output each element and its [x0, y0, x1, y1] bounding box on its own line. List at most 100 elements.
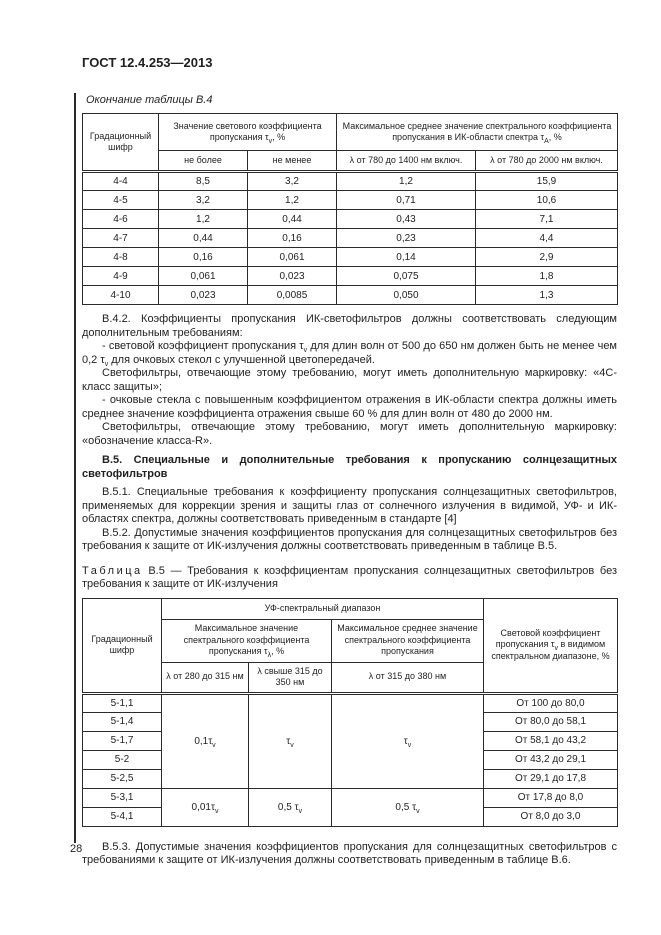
- standard-number: ГОСТ 12.4.253—2013: [82, 55, 213, 70]
- table-cell-merged: τv: [331, 691, 484, 789]
- b4-col-grade-code: Градационный шифр: [82, 113, 159, 172]
- b5-col-max-spectral: Максимальное значение спектрального коэф…: [161, 618, 332, 663]
- table-cell: От 58,1 до 43,2: [483, 730, 618, 751]
- table-cell: 4-10: [82, 285, 159, 305]
- b5-col-uv-group: УФ-спектральный диапазон: [161, 597, 484, 620]
- table-cell: 0,44: [158, 228, 248, 248]
- b5-col-light: Световой коэффициент пропускания τv в ви…: [483, 597, 618, 694]
- table-cell-merged: 0,01τv: [161, 787, 249, 827]
- b4-col-range-1400: λ от 780 до 1400 нм включ.: [336, 150, 476, 172]
- table-row: 5-2 От 43,2 до 29,1: [82, 749, 618, 770]
- table-cell: 0,43: [336, 209, 476, 229]
- heading-b5: В.5. Специальные и дополнительные требов…: [82, 454, 617, 480]
- table-b5-caption-text: — Требования к коэффициентам пропускания…: [82, 564, 618, 591]
- table-b5-caption-label: Таблица: [82, 564, 143, 577]
- table-cell: От 100 до 80,0: [483, 691, 618, 713]
- b4-col-range-2000: λ от 780 до 2000 нм включ.: [474, 150, 619, 172]
- table-cell: 0,050: [336, 285, 476, 305]
- table-cell: От 43,2 до 29,1: [483, 749, 618, 770]
- b4-col-not-more: не более: [158, 150, 248, 172]
- table-cell: От 29,1 до 17,8: [483, 768, 618, 789]
- table-cell: 4-7: [82, 228, 159, 248]
- table-cell: 0,44: [247, 209, 337, 229]
- table-cell: От 8,0 до 3,0: [483, 806, 618, 827]
- table-row: 5-1,7 От 58,1 до 43,2: [82, 730, 618, 751]
- table-cell: 5-1,7: [82, 730, 162, 751]
- table-cell: 2,9: [474, 247, 619, 267]
- b4-col-light-group: Значение светового коэффициента пропуска…: [158, 113, 337, 151]
- table-b5-caption-number: В.5: [148, 564, 165, 577]
- paragraph-b42-note2: Светофильтры, отвечающие этому требовани…: [82, 421, 617, 447]
- table-cell: 0,14: [336, 247, 476, 267]
- paragraph-b53: В.5.3. Допустимые значения коэффициентов…: [82, 840, 617, 867]
- table-cell: 0,0085: [247, 285, 337, 305]
- table-cell: От 80,0 до 58,1: [483, 711, 618, 732]
- table-cell: 4-8: [82, 247, 159, 267]
- table-cell: 4-9: [82, 266, 159, 286]
- b5-col-range-315-380: λ от 315 до 380 нм: [331, 661, 484, 694]
- revision-change-bar: [74, 93, 76, 843]
- table-cell: 1,8: [474, 266, 619, 286]
- table-cell: 0,075: [336, 266, 476, 286]
- table-cell: 0,061: [158, 266, 248, 286]
- table-row: 5-2,5 От 29,1 до 17,8: [82, 768, 618, 789]
- table-cell: 0,061: [247, 247, 337, 267]
- table-cell: 5-2: [82, 749, 162, 770]
- paragraph-b42-note1: Светофильтры, отвечающие этому требовани…: [82, 367, 617, 393]
- table-cell: 3,2: [158, 190, 248, 210]
- table-row: 5-1,4 От 80,0 до 58,1: [82, 711, 618, 732]
- table-cell-merged: 0,5 τv: [248, 787, 332, 827]
- table-cell: 7,1: [474, 209, 619, 229]
- table-row: 4-4 8,5 3,2 1,2 15,9: [82, 170, 619, 191]
- table-cell: 0,16: [158, 247, 248, 267]
- paragraph-b42-item1: - световой коэффициент пропускания τv дл…: [82, 340, 617, 368]
- paragraph-b52: В.5.2. Допустимые значения коэффициентов…: [82, 526, 617, 553]
- table-cell: 4-4: [82, 170, 159, 191]
- table-cell: От 17,8 до 8,0: [483, 787, 618, 808]
- table-cell-merged: 0,1τv: [161, 691, 249, 789]
- table-cell: 3,2: [247, 170, 337, 191]
- b4-col-ir-group: Максимальное среднее значение спектральн…: [335, 113, 619, 151]
- b5-col-range-315-350: λ свыше 315 до 350 нм: [248, 661, 332, 694]
- table-b4-header-row-2: не более не менее λ от 780 до 1400 нм вк…: [83, 150, 619, 172]
- table-b4-header-row-1: Градационный шифр Значение светового коэ…: [82, 113, 619, 172]
- table-cell: 5-1,1: [82, 691, 162, 713]
- table-cell: 8,5: [158, 170, 248, 191]
- b5-col-grade-code: Градационный шифр: [82, 597, 162, 694]
- b4-col-not-less: не менее: [247, 150, 337, 172]
- table-cell: 1,2: [158, 209, 248, 229]
- table-row: 5-1,1 0,1τv τv τv От 100 до 80,0: [82, 691, 618, 789]
- table-b5: Градационный шифр УФ-спектральный диапаз…: [82, 597, 618, 827]
- table-cell-merged: τv: [248, 691, 332, 789]
- table-cell: 0,23: [336, 228, 476, 248]
- table-row: 4-5 3,2 1,2 0,71 10,6: [82, 190, 619, 210]
- table-cell: 4,4: [474, 228, 619, 248]
- table-b5-header-row-2: Максимальное значение спектрального коэф…: [83, 618, 618, 663]
- table-b5-caption: Таблица В.5 — Требования к коэффициентам…: [82, 565, 617, 592]
- table-b4: Градационный шифр Значение светового коэ…: [82, 113, 619, 305]
- table-cell: 4-6: [82, 209, 159, 229]
- table-cell-merged: 0,5 τv: [331, 787, 484, 827]
- table-cell: 0,71: [336, 190, 476, 210]
- table-cell: 10,6: [474, 190, 619, 210]
- table-cell: 1,2: [247, 190, 337, 210]
- table-cell: 15,9: [474, 170, 619, 191]
- paragraph-b42-item2: - очковые стекла с повышенным коэффициен…: [82, 394, 617, 420]
- table-cell: 5-1,4: [82, 711, 162, 732]
- table-row: 4-7 0,44 0,16 0,23 4,4: [82, 228, 619, 248]
- table-row: 4-8 0,16 0,061 0,14 2,9: [82, 247, 619, 267]
- table-row: 5-3,1 0,01τv 0,5 τv 0,5 τv От 17,8 до 8,…: [82, 787, 618, 827]
- paragraph-b51: В.5.1. Специальные требования к коэффици…: [82, 486, 617, 525]
- page-number: 28: [70, 843, 83, 855]
- table-cell: 1,3: [474, 285, 619, 305]
- table-row: 5-4,1 От 8,0 до 3,0: [82, 806, 618, 827]
- table-cell: 5-2,5: [82, 768, 162, 789]
- table-cell: 5-3,1: [82, 787, 162, 808]
- paragraph-b42: В.4.2. Коэффициенты пропускания ИК-свето…: [82, 313, 617, 339]
- table-cell: 0,023: [247, 266, 337, 286]
- table-row: 4-9 0,061 0,023 0,075 1,8: [82, 266, 619, 286]
- table-cell: 1,2: [336, 170, 476, 191]
- b5-col-range-280-315: λ от 280 до 315 нм: [161, 661, 249, 694]
- section-b42: В.4.2. Коэффициенты пропускания ИК-свето…: [82, 313, 617, 448]
